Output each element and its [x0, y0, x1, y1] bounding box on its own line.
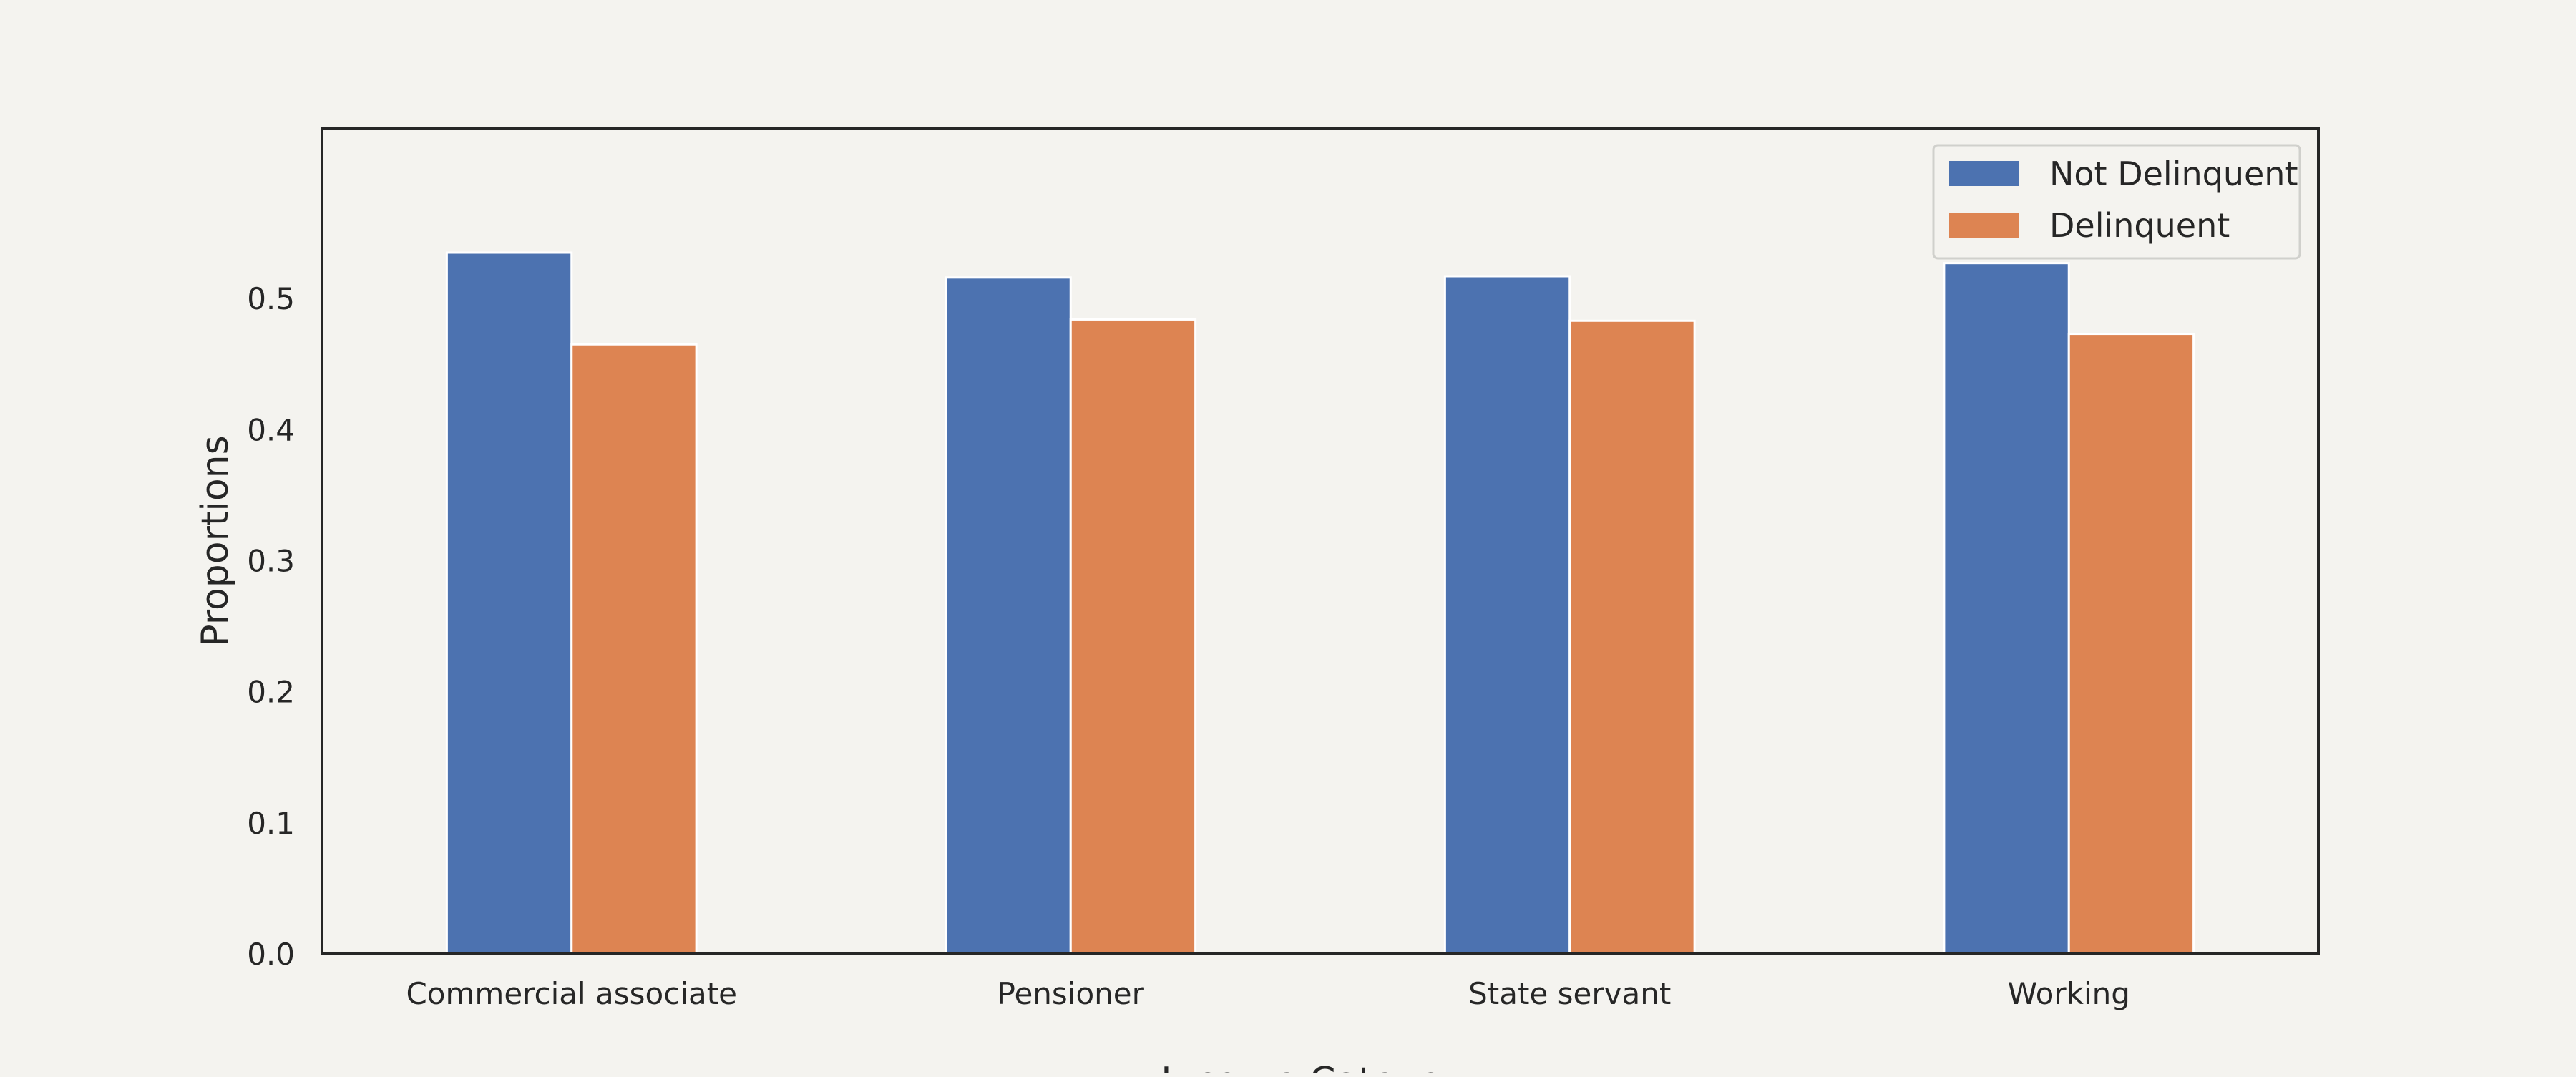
- plot-frame: [321, 127, 2320, 955]
- bar-delinquent-state-servant: [1568, 319, 1696, 955]
- bar-delinquent-pensioner: [1069, 318, 1197, 955]
- x-tick-label-state-servant: State servant: [1468, 976, 1671, 1011]
- legend-swatch-not-delinquent: [1949, 161, 2019, 186]
- bar-not-delinquent-working: [1943, 262, 2070, 955]
- legend: Not Delinquent Delinquent: [1932, 144, 2301, 260]
- x-tick-label-working: Working: [2008, 976, 2130, 1011]
- bar-not-delinquent-commercial-associate: [445, 251, 573, 955]
- y-tick-label: 0.1: [247, 806, 295, 841]
- legend-swatch-delinquent: [1949, 213, 2019, 238]
- bar-delinquent-commercial-associate: [570, 343, 698, 955]
- y-tick-label: 0.2: [247, 675, 295, 710]
- y-axis-title: Proportions: [194, 435, 237, 646]
- y-tick-label: 0.0: [247, 937, 295, 972]
- x-tick-label-commercial-associate: Commercial associate: [406, 976, 737, 1011]
- y-axis-ticks: 0.0 0.1 0.2 0.3 0.4 0.5: [247, 281, 295, 972]
- legend-label-not-delinquent: Not Delinquent: [2049, 155, 2298, 193]
- bar-not-delinquent-state-servant: [1443, 275, 1571, 955]
- bar-not-delinquent-pensioner: [945, 276, 1072, 955]
- x-tick-label-pensioner: Pensioner: [997, 976, 1145, 1011]
- legend-label-delinquent: Delinquent: [2049, 206, 2230, 245]
- y-tick-label: 0.3: [247, 543, 295, 578]
- y-tick-label: 0.4: [247, 412, 295, 447]
- x-axis-ticks: Commercial associate Pensioner State serva…: [406, 976, 2129, 1011]
- x-axis-title: Income Category: [1161, 1060, 1479, 1073]
- y-tick-label: 0.5: [247, 281, 295, 316]
- legend-box: [1932, 144, 2301, 260]
- bars-layer: [445, 251, 2195, 955]
- bar-delinquent-working: [2067, 333, 2195, 955]
